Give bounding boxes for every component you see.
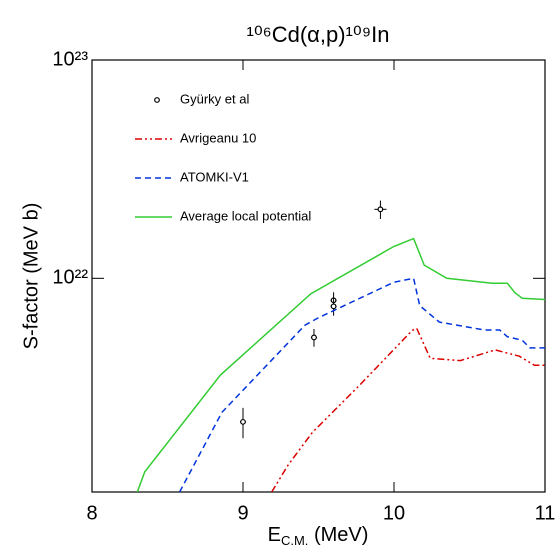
x-tick-label: 10 (383, 502, 405, 524)
chart-title: ¹⁰⁶Cd(α,p)¹⁰⁹In (247, 22, 390, 47)
legend-label: Avrigeanu 10 (180, 130, 256, 145)
series-line (178, 277, 545, 492)
y-tick-label: 10²³ (52, 48, 88, 70)
x-tick-label: 8 (86, 502, 97, 524)
data-point (377, 206, 384, 213)
x-label-unit: (MeV) (308, 524, 368, 546)
data-point (311, 334, 317, 341)
x-tick-label: 11 (535, 502, 556, 524)
plot-area (136, 200, 545, 492)
series-line (136, 237, 545, 492)
series-line (271, 327, 545, 492)
data-point (330, 303, 337, 310)
x-axis-label: EC.M. (MeV) (268, 524, 369, 548)
legend-label: Gyürky et al (180, 91, 249, 106)
x-label-main: E (268, 524, 281, 546)
x-label-sub: C.M. (281, 533, 308, 548)
data-point (240, 418, 246, 425)
x-tick-label: 9 (237, 502, 248, 524)
legend-label: Average local potential (180, 208, 311, 223)
legend-marker (154, 97, 160, 103)
y-axis-label: S-factor (MeV b) (20, 203, 42, 350)
legend-label: ATOMKI-V1 (180, 169, 249, 184)
y-tick-label: 10²² (52, 267, 88, 289)
plot-frame (91, 59, 546, 493)
